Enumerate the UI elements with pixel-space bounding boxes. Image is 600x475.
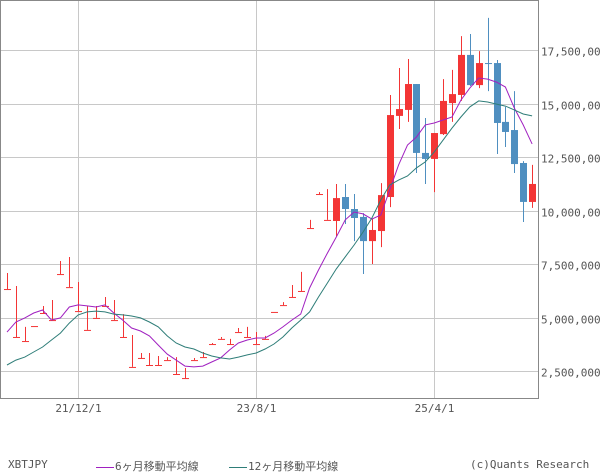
ma12-line [6,100,533,366]
candle-body [413,84,420,153]
candle-body [280,305,287,307]
candle-body [476,63,483,86]
candle-body [494,63,501,123]
legend-ma6-swatch [96,466,114,468]
candle-body [75,311,82,313]
ma6-line [6,77,533,368]
candle-body [351,209,358,218]
x-tick-label: 25/4/1 [415,402,455,415]
candle-body [191,360,198,362]
candle-body [84,329,91,331]
y-tick-label: 15,000,000 [541,100,600,113]
candle-body [360,216,367,242]
candle-body [440,100,447,135]
candle-body [271,311,278,313]
legend-ma12-label: 12ヶ月移動平均線 [248,460,339,473]
candle-body [129,366,136,368]
credit-label: (c)Quants Research [470,458,590,471]
candle-body [431,133,438,159]
candle-body [529,183,536,202]
candle-body [307,228,314,230]
candle-body [244,336,251,338]
candle-body [333,198,340,221]
candle-body [146,365,153,367]
candle-body [467,54,474,86]
candle-body [102,305,109,307]
candle-body [253,344,260,346]
candle-body [485,63,492,65]
legend-ma6-label: 6ヶ月移動平均線 [115,460,199,473]
candle-body [31,326,38,328]
candle-body [13,336,20,338]
legend-ma12-swatch [229,466,247,468]
candle-body [449,94,456,104]
candle-body [289,296,296,298]
candle-body [262,338,269,340]
candle-body [111,320,118,322]
y-tick-label: 17,500,000 [541,46,600,59]
candle-body [173,373,180,375]
candle-body [218,338,225,340]
candle-body [57,274,64,276]
plot-frame [0,0,539,399]
candle-body [405,84,412,110]
candle-body [93,317,100,319]
x-tick-label: 23/8/1 [237,402,277,415]
candle-body [511,130,518,165]
y-tick-label: 5,000,000 [541,314,600,327]
candle-body [235,332,242,334]
symbol-label: XBTJPY [8,458,48,471]
candle-body [227,344,234,346]
candle-body [324,219,331,221]
candle-body [120,336,127,338]
candle-body [164,360,171,362]
y-tick-label: 2,500,000 [541,367,600,380]
candle-body [40,313,47,315]
candle-body [182,378,189,380]
y-tick-label: 12,500,000 [541,153,600,166]
candle-body [396,109,403,116]
candle-body [138,357,145,359]
candle-body [458,54,465,95]
legend-ma6: 6ヶ月移動平均線 [96,458,199,474]
candle-body [209,344,216,346]
candlestick-chart: 2,500,000 5,000,000 7,500,000 10,000,000 12,… [0,0,600,415]
candle-body [387,115,394,198]
candle-body [316,194,323,196]
legend-ma12: 12ヶ月移動平均線 [229,458,338,474]
candle-body [342,197,349,210]
y-tick-label: 10,000,000 [541,207,600,220]
candle-body [22,341,29,343]
candle-body [155,365,162,367]
candle-body [66,287,73,289]
candle-body [502,121,509,132]
y-tick-label: 7,500,000 [541,260,600,273]
x-tick-label: 21/12/1 [55,402,101,415]
candle-body [422,152,429,159]
candle-body [4,289,11,291]
candle-body [298,290,305,292]
candle-body [200,357,207,359]
candle-body [520,162,527,202]
candle-body [369,229,376,242]
candle-body [49,320,56,322]
